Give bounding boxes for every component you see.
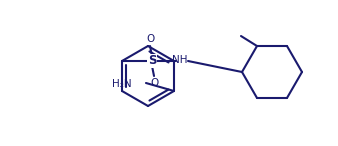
Text: H₂N: H₂N bbox=[112, 79, 132, 89]
Text: NH: NH bbox=[172, 55, 188, 65]
Text: O: O bbox=[146, 34, 154, 44]
Text: O: O bbox=[150, 78, 158, 88]
Text: S: S bbox=[148, 54, 156, 67]
